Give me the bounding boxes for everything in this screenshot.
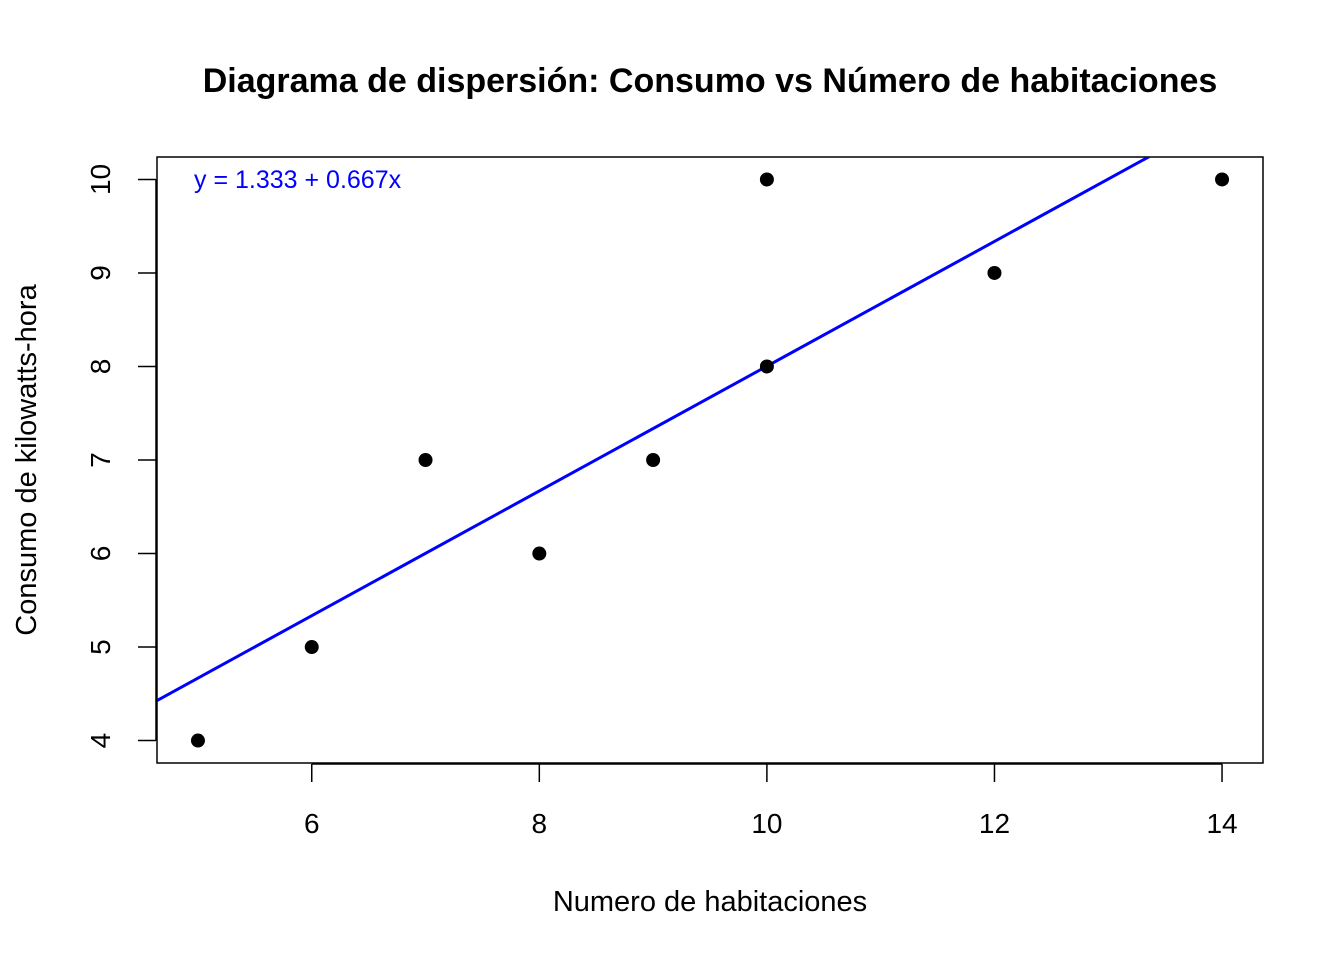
scatter-point bbox=[190, 733, 205, 748]
y-tick-label: 5 bbox=[85, 639, 116, 655]
regression-line bbox=[157, 157, 1152, 702]
points-group bbox=[190, 172, 1230, 748]
x-tick-label: 8 bbox=[532, 808, 548, 839]
x-tick-label: 10 bbox=[751, 808, 782, 839]
x-axis-label: Numero de habitaciones bbox=[553, 886, 867, 918]
y-tick-label: 8 bbox=[85, 359, 116, 375]
plot-frame bbox=[156, 156, 1264, 764]
scatter-point bbox=[1215, 172, 1230, 187]
y-tick-label: 6 bbox=[85, 546, 116, 562]
y-axis: 4 5 6 7 8 9 10 bbox=[85, 164, 157, 749]
y-tick-label: 4 bbox=[85, 733, 116, 749]
scatter-point bbox=[532, 546, 547, 561]
scatter-point bbox=[987, 265, 1002, 280]
scatter-point bbox=[646, 453, 661, 467]
scatter-point bbox=[759, 172, 774, 187]
y-axis-label: Consumo de kilowatts-hora bbox=[11, 283, 43, 635]
regression-equation-label: y = 1.333 + 0.667x bbox=[194, 166, 402, 194]
y-tick-label: 9 bbox=[85, 265, 116, 281]
scatter-point bbox=[304, 640, 319, 655]
scatter-point bbox=[418, 453, 433, 467]
chart-title: Diagrama de dispersión: Consumo vs Númer… bbox=[203, 62, 1218, 100]
y-tick-label: 10 bbox=[85, 164, 116, 195]
scatter-point bbox=[759, 359, 774, 374]
x-tick-label: 12 bbox=[979, 808, 1010, 839]
regression-group bbox=[157, 157, 1152, 702]
x-axis: 6 8 10 12 14 bbox=[304, 763, 1238, 839]
x-tick-label: 6 bbox=[304, 808, 320, 839]
y-tick-label: 7 bbox=[85, 452, 116, 468]
x-tick-label: 14 bbox=[1206, 808, 1237, 839]
